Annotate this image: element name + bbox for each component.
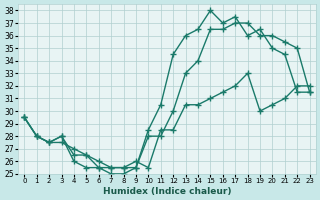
X-axis label: Humidex (Indice chaleur): Humidex (Indice chaleur)	[103, 187, 231, 196]
